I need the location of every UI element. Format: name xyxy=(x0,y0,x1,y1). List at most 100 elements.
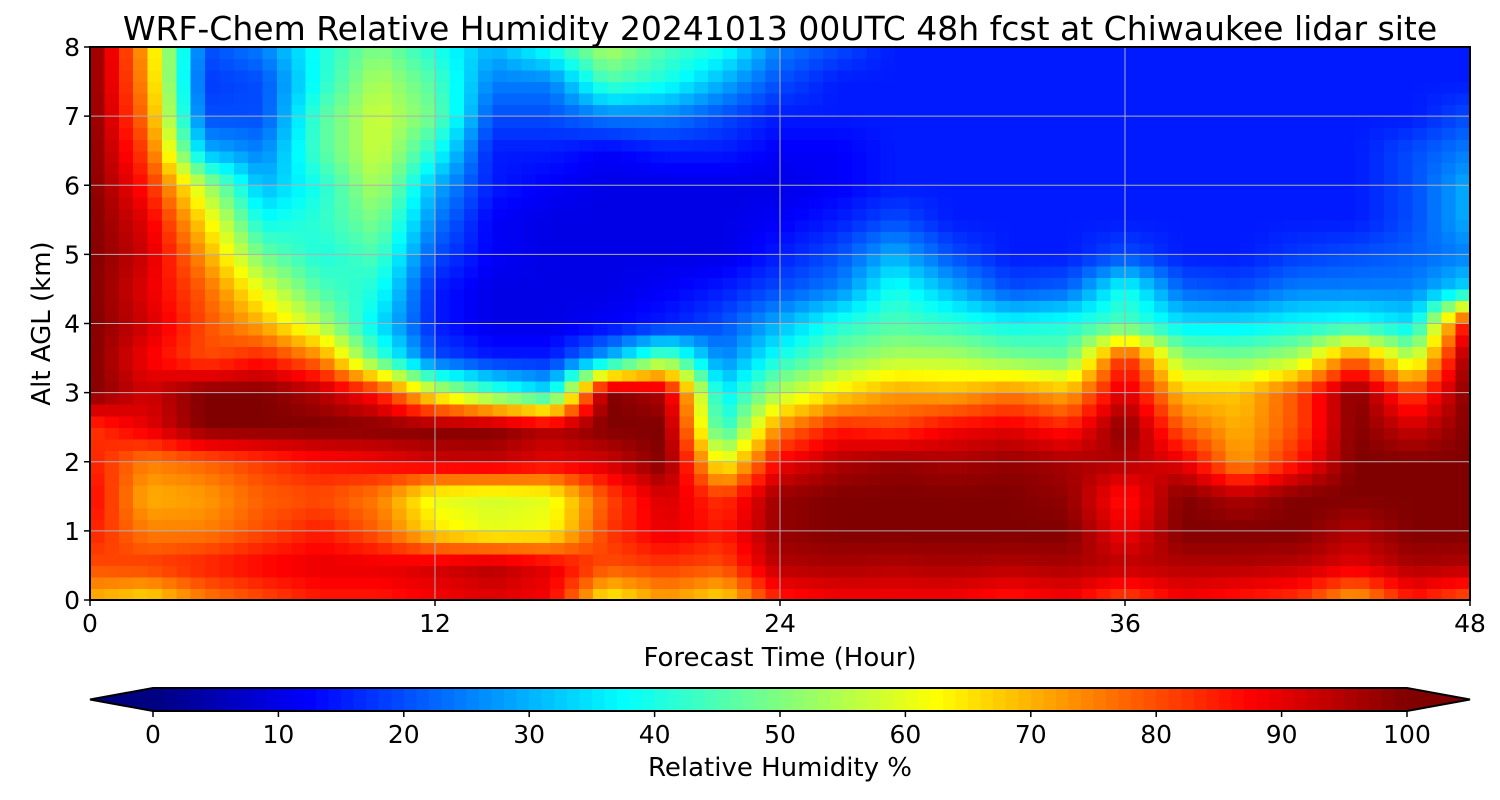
heatmap-cell xyxy=(161,93,177,106)
heatmap-cell xyxy=(1369,427,1385,440)
heatmap-cell xyxy=(1182,484,1198,497)
heatmap-cell xyxy=(262,185,278,198)
heatmap-cell xyxy=(923,300,939,313)
colorbar-segment xyxy=(1243,688,1258,711)
heatmap-cell xyxy=(909,507,925,520)
heatmap-cell xyxy=(1340,185,1356,198)
heatmap-cell xyxy=(708,242,724,255)
heatmap-cell xyxy=(377,404,393,417)
heatmap-cell xyxy=(823,519,839,532)
heatmap-cell xyxy=(851,404,867,417)
heatmap-cell xyxy=(780,553,795,567)
heatmap-cell xyxy=(506,93,522,106)
heatmap-cell xyxy=(1369,104,1385,117)
heatmap-cell xyxy=(521,576,537,590)
heatmap-cell xyxy=(636,277,652,290)
heatmap-cell xyxy=(1225,242,1241,255)
heatmap-cell xyxy=(406,369,422,382)
heatmap-cell xyxy=(1441,381,1457,394)
heatmap-cell xyxy=(147,93,163,106)
heatmap-cell xyxy=(420,139,436,152)
heatmap-cell xyxy=(521,81,537,94)
heatmap-cell xyxy=(104,254,120,267)
heatmap-cell xyxy=(751,300,767,313)
heatmap-cell xyxy=(1426,415,1442,428)
heatmap-cell xyxy=(1355,116,1370,129)
heatmap-cell xyxy=(1010,530,1025,543)
heatmap-cell xyxy=(118,427,134,440)
heatmap-cell xyxy=(506,438,522,451)
colorbar-segment xyxy=(428,688,443,711)
heatmap-cell xyxy=(133,346,149,359)
heatmap-cell xyxy=(780,427,795,440)
heatmap-cell xyxy=(463,196,479,209)
heatmap-cell xyxy=(1426,438,1442,451)
heatmap-cell xyxy=(190,323,206,336)
heatmap-cell xyxy=(161,588,177,601)
heatmap-cell xyxy=(607,519,623,532)
heatmap-cell xyxy=(506,265,522,279)
heatmap-cell xyxy=(808,507,824,520)
heatmap-cell xyxy=(966,369,982,382)
colorbar-extend-min xyxy=(90,688,153,711)
heatmap-cell xyxy=(564,369,580,382)
heatmap-cell xyxy=(693,496,709,509)
heatmap-cell xyxy=(1153,576,1169,590)
y-tick-label: 8 xyxy=(64,33,80,62)
heatmap-cell xyxy=(981,265,997,279)
heatmap-cell xyxy=(1211,553,1227,567)
heatmap-cell xyxy=(190,288,206,302)
heatmap-cell xyxy=(1297,369,1313,382)
heatmap-cell xyxy=(909,288,925,302)
heatmap-cell xyxy=(521,450,537,463)
heatmap-cell xyxy=(693,323,709,336)
heatmap-cell xyxy=(1369,484,1385,497)
heatmap-cell xyxy=(736,542,752,555)
heatmap-cell xyxy=(823,461,839,474)
heatmap-cell xyxy=(463,358,479,371)
heatmap-cell xyxy=(751,461,767,474)
heatmap-cell xyxy=(952,450,968,463)
heatmap-cell xyxy=(1455,231,1471,244)
heatmap-cell xyxy=(693,450,709,463)
heatmap-cell xyxy=(463,47,479,60)
heatmap-cell xyxy=(478,93,494,106)
heatmap-cell xyxy=(1355,358,1370,371)
heatmap-cell xyxy=(550,496,565,509)
heatmap-cell xyxy=(262,335,278,348)
heatmap-cell xyxy=(320,254,335,267)
heatmap-cell xyxy=(1240,139,1255,152)
heatmap-cell xyxy=(751,588,767,601)
heatmap-cell xyxy=(722,427,738,440)
heatmap-cell xyxy=(1340,47,1356,60)
heatmap-cell xyxy=(794,346,810,359)
heatmap-cell xyxy=(995,185,1011,198)
heatmap-cell xyxy=(722,231,738,244)
heatmap-cell xyxy=(406,588,422,601)
heatmap-cell xyxy=(1355,173,1370,186)
heatmap-cell xyxy=(348,162,364,175)
heatmap-cell xyxy=(1168,162,1184,175)
heatmap-cell xyxy=(550,127,565,140)
heatmap-cell xyxy=(190,473,206,486)
heatmap-cell xyxy=(880,404,896,417)
heatmap-cell xyxy=(794,208,810,221)
heatmap-cell xyxy=(1067,242,1083,255)
heatmap-cell xyxy=(895,173,910,186)
heatmap-cell xyxy=(794,323,810,336)
heatmap-cell xyxy=(1053,438,1069,451)
heatmap-cell xyxy=(751,150,767,163)
heatmap-cell xyxy=(751,415,767,428)
heatmap-cell xyxy=(1225,208,1241,221)
heatmap-cell xyxy=(506,588,522,601)
heatmap-cell xyxy=(147,150,163,163)
heatmap-cell xyxy=(521,196,537,209)
heatmap-cell xyxy=(751,311,767,325)
heatmap-cell xyxy=(1355,381,1370,394)
heatmap-cell xyxy=(1412,542,1428,555)
heatmap-cell xyxy=(722,219,738,232)
colorbar-segment xyxy=(165,688,179,711)
heatmap-cell xyxy=(1268,358,1284,371)
heatmap-cell xyxy=(276,127,292,140)
heatmap-cell xyxy=(262,369,278,382)
